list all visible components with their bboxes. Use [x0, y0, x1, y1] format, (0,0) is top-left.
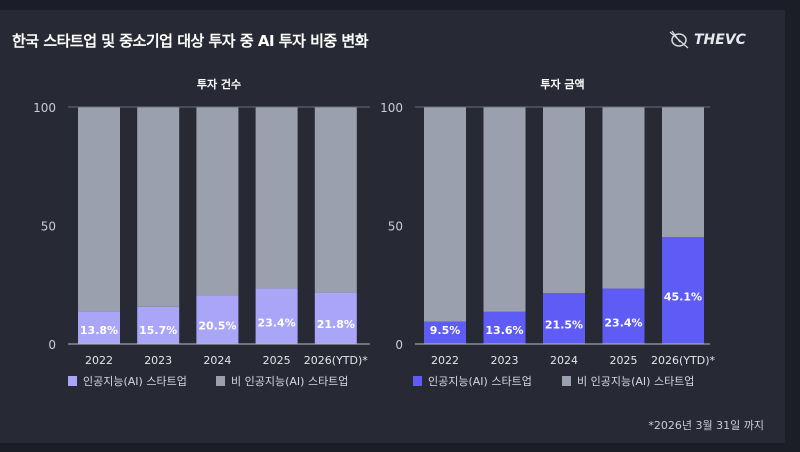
y-tick-label: 0	[48, 338, 56, 352]
x-tick-label: 2023	[144, 354, 172, 367]
legend-swatch	[413, 376, 422, 386]
chart-title: 투자 금액	[540, 77, 584, 91]
bar-non-ai	[255, 107, 298, 289]
x-tick-label: 2026(YTD)*	[651, 354, 715, 367]
x-tick-label: 2026(YTD)*	[304, 354, 368, 367]
bar-non-ai	[196, 107, 239, 296]
thevc-logo-icon	[669, 30, 689, 49]
data-label: 21.8%	[317, 318, 355, 331]
y-tick-label: 50	[388, 220, 403, 234]
x-tick-label: 2024	[203, 354, 231, 367]
bar-ai	[662, 237, 704, 344]
x-tick-label: 2022	[431, 354, 459, 367]
x-tick-label: 2023	[491, 354, 519, 367]
logo: THEVC	[668, 30, 746, 50]
bar-ai	[196, 295, 239, 344]
data-label: 45.1%	[664, 291, 702, 304]
x-tick-label: 2022	[85, 354, 113, 367]
bar-non-ai	[78, 107, 120, 312]
bar-ai	[483, 311, 526, 344]
legend-swatch	[216, 376, 225, 386]
bar-non-ai	[314, 107, 357, 293]
legend-swatch	[68, 376, 77, 386]
bar-ai	[602, 288, 645, 344]
bar-non-ai	[137, 107, 180, 307]
bar-ai	[255, 288, 298, 344]
legend-label: 인공지능(AI) 스타트업	[428, 375, 532, 388]
legend-label: 비 인공지능(AI) 스타트업	[577, 375, 694, 388]
logo-text: THEVC	[694, 32, 746, 48]
legend-label: 비 인공지능(AI) 스타트업	[231, 375, 348, 388]
bar-non-ai	[483, 107, 526, 312]
footnote: *2026년 3월 31일 까지	[648, 419, 764, 432]
bar-non-ai	[543, 107, 585, 294]
bar-ai	[137, 306, 180, 344]
data-label: 9.5%	[430, 324, 461, 337]
data-label: 15.7%	[139, 324, 177, 337]
x-tick-label: 2025	[610, 354, 638, 367]
chart-card	[0, 10, 785, 443]
bar-non-ai	[662, 107, 704, 238]
bar-ai	[314, 292, 357, 344]
bar-non-ai	[424, 107, 466, 322]
x-tick-label: 2024	[550, 354, 578, 367]
legend-label: 인공지능(AI) 스타트업	[83, 375, 187, 388]
data-label: 23.4%	[258, 316, 296, 329]
page-title: 한국 스타트업 및 중소기업 대상 투자 중 AI 투자 비중 변화	[12, 32, 369, 50]
bar-ai	[78, 311, 120, 344]
x-tick-label: 2025	[263, 354, 291, 367]
data-label: 13.8%	[80, 324, 118, 337]
data-label: 23.4%	[604, 316, 642, 329]
data-label: 21.5%	[545, 319, 583, 332]
data-label: 20.5%	[198, 320, 236, 333]
y-tick-label: 50	[41, 220, 56, 234]
y-tick-label: 100	[33, 101, 56, 115]
bar-non-ai	[602, 107, 645, 289]
y-tick-label: 0	[395, 338, 403, 352]
bar-ai	[424, 321, 466, 344]
data-label: 13.6%	[485, 324, 523, 337]
y-tick-label: 100	[380, 101, 403, 115]
chart-title: 투자 건수	[197, 77, 241, 91]
legend-swatch	[562, 376, 571, 386]
bar-ai	[543, 293, 585, 344]
